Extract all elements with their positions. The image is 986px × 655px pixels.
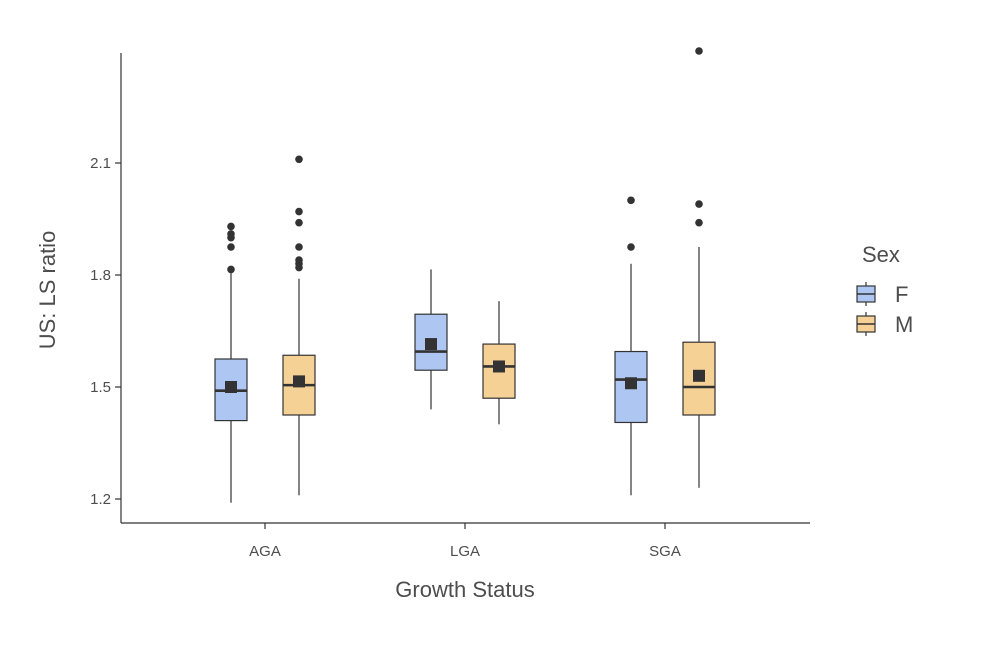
y-axis-title: US: LS ratio xyxy=(35,231,60,350)
x-tick-label: LGA xyxy=(450,543,480,560)
outlier-point xyxy=(227,230,235,238)
outlier-point xyxy=(227,265,235,274)
outlier-point xyxy=(295,155,303,164)
outlier-point xyxy=(227,243,235,251)
y-ticks: 1.2 1.5 1.8 2.1 xyxy=(90,155,121,508)
outlier-point xyxy=(627,196,635,205)
mean-marker xyxy=(225,381,237,393)
box-M-SGA xyxy=(682,47,716,488)
outlier-point xyxy=(695,218,703,227)
x-ticks: AGA LGA SGA xyxy=(249,523,681,560)
x-axis-title: Growth Status xyxy=(395,577,534,602)
x-tick-label: AGA xyxy=(249,543,281,560)
outlier-point xyxy=(695,200,703,208)
outlier-point xyxy=(295,243,303,251)
box-F-SGA xyxy=(614,196,648,496)
y-tick-label: 1.2 xyxy=(90,491,111,508)
x-tick-label: SGA xyxy=(649,543,681,560)
y-tick-label: 1.8 xyxy=(90,267,111,284)
outlier-point xyxy=(295,207,303,216)
box-M-AGA xyxy=(282,155,316,496)
legend: Sex FM xyxy=(856,242,913,337)
y-tick-label: 1.5 xyxy=(90,379,111,396)
box-F-AGA xyxy=(214,222,248,503)
legend-label: M xyxy=(895,312,913,337)
y-tick-label: 2.1 xyxy=(90,155,111,172)
legend-label: F xyxy=(895,282,908,307)
mean-marker xyxy=(693,369,705,382)
mean-marker xyxy=(293,375,305,388)
mean-marker xyxy=(425,338,437,351)
mean-marker xyxy=(625,377,637,390)
legend-title: Sex xyxy=(862,242,900,267)
outlier-point xyxy=(695,47,703,55)
outlier-point xyxy=(227,222,235,231)
plot-area xyxy=(214,47,716,503)
legend-item-F: F xyxy=(856,282,908,307)
mean-marker xyxy=(493,360,505,373)
outlier-point xyxy=(627,243,635,251)
outlier-point xyxy=(295,218,303,227)
box-F-LGA xyxy=(414,269,448,410)
axes xyxy=(120,53,810,524)
outlier-point xyxy=(295,256,303,264)
legend-item-M: M xyxy=(856,312,913,337)
box-M-LGA xyxy=(482,301,516,425)
